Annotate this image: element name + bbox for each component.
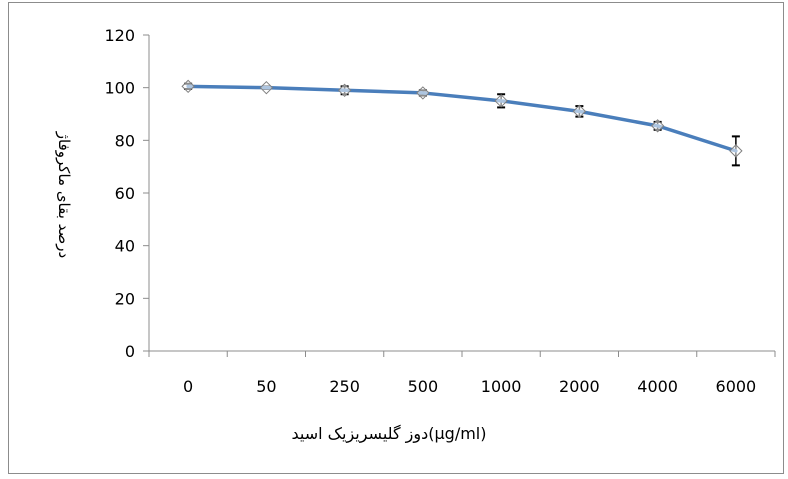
data-point-marker (572, 104, 587, 119)
x-tick-label: 250 (329, 377, 360, 396)
data-point-marker (181, 79, 195, 94)
y-tick-label: 20 (115, 289, 135, 308)
series-line (186, 84, 738, 153)
y-tick-label: 0 (125, 342, 135, 361)
data-point-marker (259, 80, 274, 95)
data-point-marker (494, 94, 508, 108)
data-point-marker (416, 86, 430, 100)
data-point-marker (729, 144, 743, 158)
y-tick-label: 60 (115, 184, 135, 203)
y-tick-label: 120 (104, 26, 135, 45)
data-point-marker (650, 119, 665, 133)
y-tick-label: 80 (115, 131, 135, 150)
x-tick-label: 500 (408, 377, 439, 396)
y-tick-label: 100 (104, 79, 135, 98)
x-tick-label: 50 (256, 377, 276, 396)
x-tick-label: 4000 (637, 377, 678, 396)
line-chart: 0 20 40 60 80 100 120 0 50 250 500 1000 2000 4000 600… (55, 26, 776, 444)
x-axis-ticks: 0 50 250 500 1000 2000 4000 6000 (148, 351, 776, 396)
x-tick-label: 0 (183, 377, 193, 396)
y-tick-label: 40 (115, 237, 135, 256)
data-series (181, 79, 743, 167)
y-axis-label: درصد بقای ماکروفاژ (55, 131, 73, 258)
x-axis-label: دوز گلیسریزیک اسید(µg/ml) (292, 424, 487, 444)
x-tick-label: 2000 (559, 377, 600, 396)
x-tick-label: 1000 (481, 377, 522, 396)
x-tick-label: 6000 (716, 377, 757, 396)
y-axis-ticks: 0 20 40 60 80 100 120 (104, 26, 149, 361)
chart-frame: 0 20 40 60 80 100 120 0 50 250 500 1000 2000 4000 600… (8, 2, 784, 474)
data-point-marker (337, 83, 352, 98)
